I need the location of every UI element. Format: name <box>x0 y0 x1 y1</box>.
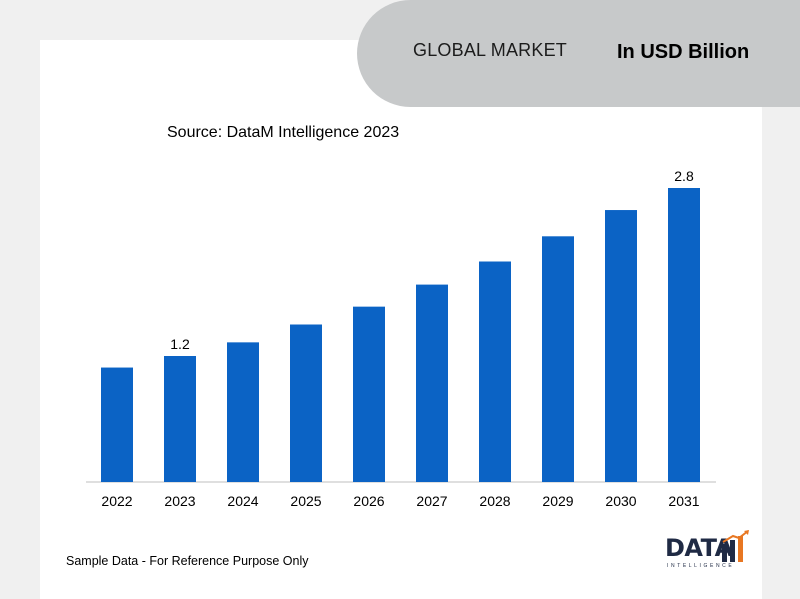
x-tick-label: 2025 <box>290 493 321 509</box>
logo-subtitle: INTELLIGENCE <box>667 563 735 569</box>
bar-2031 <box>668 188 700 482</box>
logo-bars-icon <box>722 530 749 562</box>
x-tick-label: 2022 <box>101 493 132 509</box>
market-title: GLOBAL MARKET <box>413 40 567 60</box>
x-tick-label: 2028 <box>479 493 510 509</box>
logo-wordmark: DATA <box>665 534 733 562</box>
footnote: Sample Data - For Reference Purpose Only <box>66 554 309 568</box>
data-label-2023: 1.2 <box>170 336 190 352</box>
bar-2022 <box>101 367 133 482</box>
data-label-2031: 2.8 <box>674 168 694 184</box>
bar-2030 <box>605 210 637 483</box>
bar-2024 <box>227 342 259 482</box>
x-tick-label: 2026 <box>353 493 384 509</box>
bar-2028 <box>479 261 511 482</box>
bar-2025 <box>290 324 322 482</box>
bar-2023 <box>164 356 196 482</box>
source-label: Source: DataM Intelligence 2023 <box>167 124 400 141</box>
chart-card <box>40 40 762 599</box>
x-tick-label: 2023 <box>164 493 195 509</box>
x-tick-label: 2024 <box>227 493 258 509</box>
bar-2029 <box>542 236 574 482</box>
header-tab <box>357 0 800 107</box>
x-tick-label: 2029 <box>542 493 573 509</box>
x-tick-label: 2030 <box>605 493 636 509</box>
x-tick-label: 2031 <box>668 493 699 509</box>
unit-label: In USD Billion <box>617 41 750 63</box>
datam-logo: DATA INTELLIGENCE <box>665 530 755 574</box>
x-tick-label: 2027 <box>416 493 447 509</box>
bar-2026 <box>353 306 385 482</box>
bar-2027 <box>416 284 448 482</box>
